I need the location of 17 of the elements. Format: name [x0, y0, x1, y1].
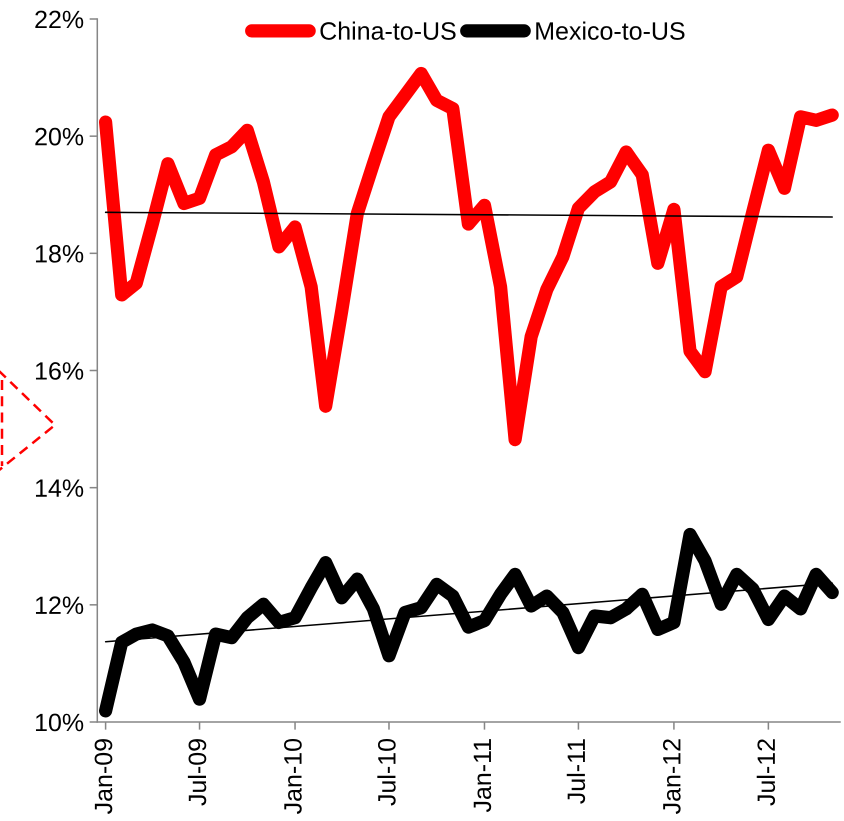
x-tick-label: Jan-11 [474, 739, 492, 812]
y-tick-label: 22% [35, 10, 84, 28]
x-tick-label: Jul-12 [756, 739, 776, 806]
y-tick-label: 10% [36, 714, 84, 732]
x-tick-label: Jan-09 [94, 739, 112, 814]
x-tick-label: Jul-09 [188, 739, 206, 806]
y-tick-label: 16% [36, 362, 84, 380]
x-tick-label: Jan-12 [662, 739, 681, 814]
x-tick-label: Jan-10 [284, 738, 302, 814]
y-tick-label: 14% [36, 479, 84, 497]
x-tick-label: Jul-11 [566, 739, 586, 804]
y-tick-label: 12% [36, 596, 84, 614]
y-tick-label: 18% [36, 244, 84, 263]
legend-label: Mexico-to-US [536, 22, 684, 40]
legend-label: China-to-US [320, 22, 456, 40]
x-tick-label: Jul-10 [377, 738, 396, 806]
y-tick-label: 20% [35, 128, 84, 146]
